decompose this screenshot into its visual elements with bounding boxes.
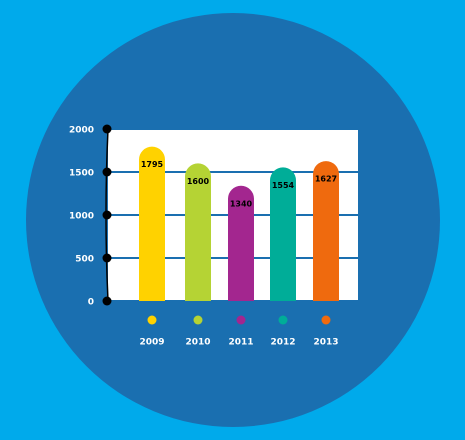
bar (270, 167, 296, 301)
bars: 1795 1600 1340 1554 1627 (139, 146, 339, 301)
y-tick-label: 0 (88, 298, 94, 308)
y-tick-label: 500 (75, 255, 94, 265)
x-tick-label: 2013 (313, 338, 338, 348)
x-tick-label: 2011 (228, 338, 253, 348)
bar (185, 163, 211, 301)
legend-dot (321, 315, 331, 325)
bar (228, 185, 254, 301)
value-label: 1340 (230, 199, 253, 208)
y-tick-label: 1000 (69, 212, 94, 222)
value-label: 1554 (272, 181, 295, 190)
x-tick-label: 2009 (139, 338, 164, 348)
y-tick-label: 1500 (69, 169, 94, 179)
x-tick-label: 2012 (270, 338, 295, 348)
value-label: 1627 (315, 175, 337, 184)
legend-dot (236, 315, 246, 325)
bar (139, 146, 165, 301)
value-label: 1600 (187, 177, 210, 186)
y-tick-label: 2000 (69, 126, 94, 136)
legend-dot (147, 315, 157, 325)
legend-dot (278, 315, 288, 325)
tick-dot (102, 296, 112, 306)
axis: 0 500 1000 1500 2000 (69, 124, 112, 308)
tick-dot (102, 124, 112, 134)
legend-dot (193, 315, 203, 325)
bar (313, 161, 339, 301)
x-tick-label: 2010 (185, 338, 210, 348)
tick-dot (102, 253, 112, 263)
tick-dot (102, 210, 112, 220)
value-label: 1795 (141, 160, 164, 169)
tick-dot (102, 167, 112, 177)
legend: 2009 2010 2011 2012 2013 (139, 315, 339, 348)
